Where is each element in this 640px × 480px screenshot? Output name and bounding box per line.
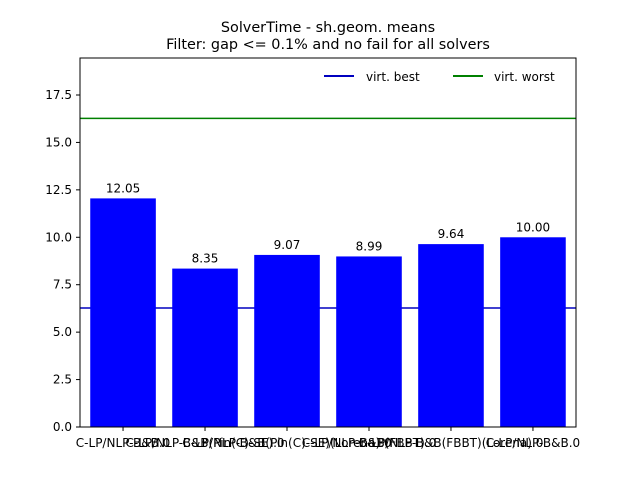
y-tick-label-7: 17.5 — [45, 88, 72, 102]
y-tick-label-0: 0.0 — [53, 420, 72, 434]
bar-5 — [500, 237, 566, 427]
bar-4 — [418, 244, 484, 427]
bar-value-label-0: 12.05 — [106, 181, 140, 195]
bars — [90, 198, 566, 427]
bar-value-label-3: 8.99 — [356, 239, 383, 253]
y-tick-label-6: 15.0 — [45, 135, 72, 149]
x-tick-label-0: C-LP/NLP-B&B.0 — [76, 436, 170, 450]
bar-value-label-2: 9.07 — [274, 238, 301, 252]
plot-frame — [79, 57, 577, 428]
y-axis: 0.0 2.5 5.0 7.5 10.0 12.5 15.0 17.5 — [45, 88, 80, 434]
bar-2 — [254, 254, 320, 427]
y-tick-label-5: 12.5 — [45, 183, 72, 197]
reference-lines — [80, 117, 576, 309]
legend-label-virt-worst: virt. worst — [494, 70, 555, 84]
x-axis: C-LP/NLP-B&B.0C-LP/NLP-B&B(Pin(C)-SE).0C… — [76, 427, 580, 450]
x-tick-label-4: C-LP/NLP-B&B(FBBT)(Lorena).0 — [359, 436, 544, 450]
bar-value-label-4: 9.64 — [438, 227, 465, 241]
bar-0 — [90, 198, 156, 427]
x-tick-label-5: C-LP/NLP-B&B.0 — [486, 436, 580, 450]
y-tick-label-3: 7.5 — [53, 278, 72, 292]
bar-3 — [336, 256, 402, 427]
x-tick-label-1: C-LP/NLP-B&B(Pin(C)-SE).0 — [126, 436, 285, 450]
chart-title-line1: SolverTime - sh.geom. means — [221, 20, 435, 36]
y-tick-label-1: 2.5 — [53, 373, 72, 387]
y-tick-label-4: 10.0 — [45, 230, 72, 244]
bar-value-label-1: 8.35 — [192, 252, 219, 266]
bar-1 — [172, 268, 238, 427]
bar-value-label-5: 10.00 — [516, 220, 550, 234]
x-tick-label-2: C-LP/NLP-B&B(Pin(C)-SE)(Lorena).0 — [182, 436, 391, 450]
bar-value-labels: 12.05 8.35 9.07 8.99 9.64 10.00 — [106, 181, 550, 265]
legend: virt. best virt. worst — [324, 70, 555, 84]
chart-title-line2: Filter: gap <= 0.1% and no fail for all … — [166, 37, 490, 53]
legend-label-virt-best: virt. best — [366, 70, 420, 84]
y-tick-label-2: 5.0 — [53, 325, 72, 339]
x-tick-label-3: C-LP/NLP-B&B(FBBT).0 — [302, 436, 437, 450]
